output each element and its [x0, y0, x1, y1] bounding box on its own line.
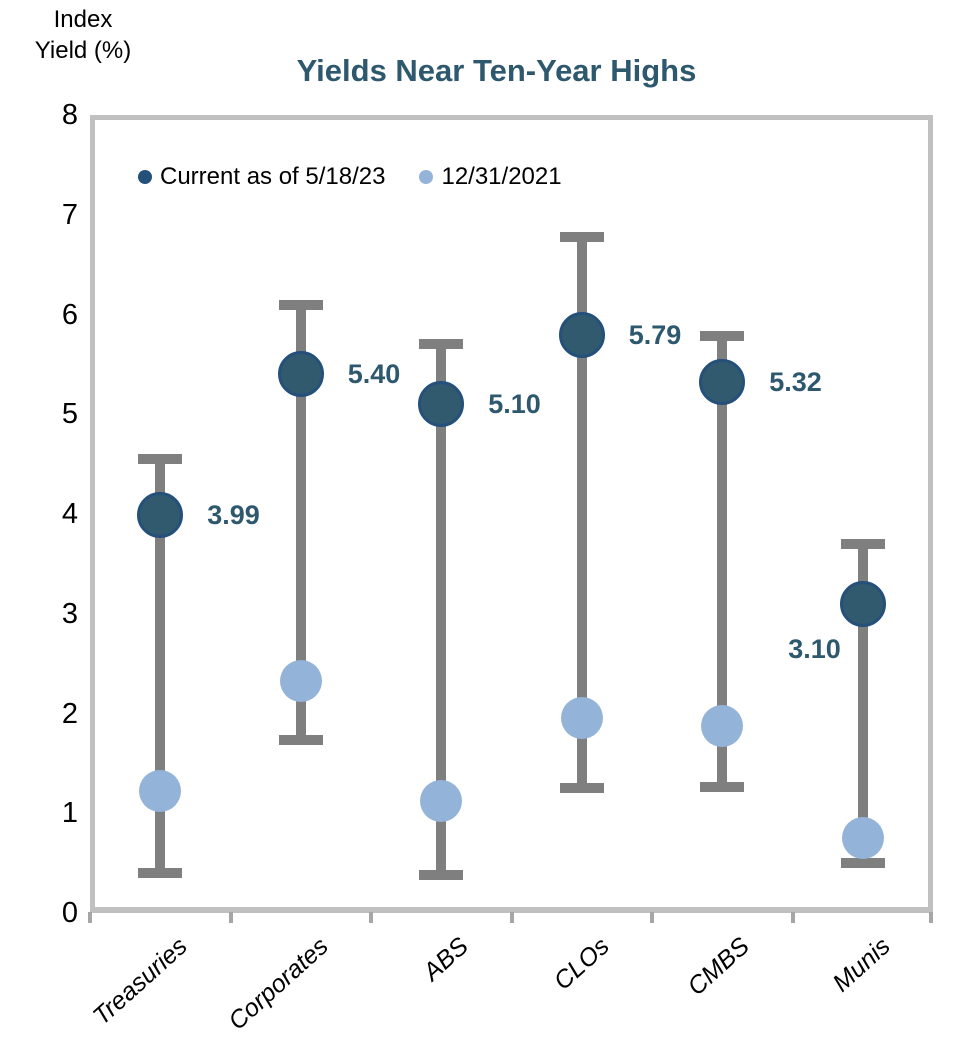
legend: Current as of 5/18/23 12/31/2021	[138, 163, 562, 191]
x-category-label: Munis	[827, 932, 896, 998]
y-axis-tick-label: 8	[61, 99, 78, 131]
range-cap-low	[840, 858, 885, 869]
y-axis-tick-label: 2	[61, 697, 78, 730]
x-axis-tick	[650, 912, 654, 923]
value-label: 5.32	[769, 367, 822, 398]
range-whisker	[717, 336, 728, 788]
current-dot	[137, 491, 184, 538]
x-axis-tick	[228, 912, 233, 923]
current-dot	[558, 312, 605, 359]
legend-label-prior: 12/31/2021	[441, 163, 562, 190]
range-cap-low	[138, 868, 183, 879]
prior-dot	[279, 659, 322, 702]
range-whisker	[155, 459, 166, 874]
current-dot	[699, 359, 746, 406]
y-axis-unit-line2: Yield (%)	[34, 37, 132, 64]
legend-item-current: Current as of 5/18/23	[138, 163, 385, 191]
x-category-label: Treasuries	[87, 932, 193, 1031]
value-label: 5.40	[347, 359, 401, 390]
x-axis-tick	[790, 912, 795, 923]
range-whisker	[295, 304, 306, 741]
range-cap-low	[700, 782, 745, 793]
prior-dot	[560, 697, 603, 740]
chart-title: Yields Near Ten-Year Highs	[296, 53, 697, 88]
current-series-dot-icon	[138, 170, 152, 184]
prior-series-dot-icon	[419, 170, 434, 184]
range-whisker	[857, 543, 868, 864]
y-axis-tick-label: 0	[61, 897, 78, 929]
x-axis-tick	[369, 912, 373, 923]
x-category-label: ABS	[418, 932, 474, 987]
x-category-label: CMBS	[682, 932, 755, 1002]
y-axis-tick-label: 5	[61, 398, 78, 431]
y-axis-tick-label: 3	[61, 597, 78, 630]
range-cap-high	[138, 454, 183, 465]
legend-item-prior: 12/31/2021	[419, 163, 562, 191]
x-axis-tick	[88, 912, 92, 923]
prior-dot	[841, 817, 884, 860]
range-cap-high	[840, 538, 885, 549]
y-axis-unit-line1: Index	[53, 6, 113, 33]
value-label: 3.99	[207, 499, 260, 530]
prior-dot	[420, 780, 463, 823]
plot-area	[90, 115, 933, 913]
y-axis-tick-label: 7	[61, 198, 78, 231]
current-dot	[277, 351, 324, 398]
range-cap-high	[700, 331, 745, 342]
x-category-label: CLOs	[548, 932, 615, 996]
legend-label-current: Current as of 5/18/23	[160, 163, 386, 190]
prior-dot	[139, 770, 182, 813]
x-category-label: Corporates	[222, 932, 334, 1036]
value-label: 3.10	[788, 633, 841, 664]
range-cap-high	[559, 231, 604, 242]
range-whisker	[436, 344, 447, 876]
range-whisker	[576, 236, 587, 789]
range-cap-low	[419, 870, 464, 881]
x-axis-tick	[509, 912, 514, 923]
current-dot	[839, 580, 886, 627]
range-cap-low	[559, 783, 604, 794]
y-axis-unit-label: Index Yield (%)	[18, 4, 148, 66]
current-dot	[418, 381, 465, 428]
value-label: 5.79	[628, 320, 682, 351]
range-cap-low	[278, 735, 323, 746]
value-label: 5.10	[488, 389, 541, 420]
prior-dot	[701, 705, 744, 748]
range-cap-high	[419, 339, 464, 350]
y-axis-tick-label: 6	[61, 298, 78, 331]
range-cap-high	[278, 299, 323, 310]
y-axis-tick-label: 1	[61, 797, 78, 830]
y-axis-tick-label: 4	[61, 498, 78, 530]
x-axis-tick	[929, 912, 933, 923]
